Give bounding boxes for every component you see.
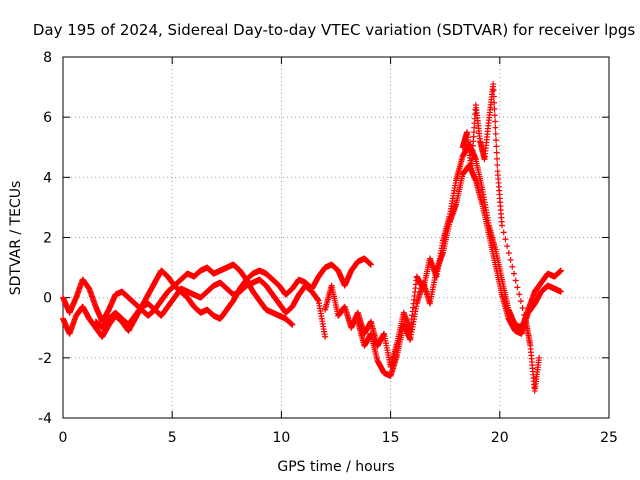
data-point-peak-spikes — [516, 291, 523, 298]
data-point-track-3 — [322, 333, 329, 340]
data-point-peak-spikes — [517, 298, 524, 305]
data-point-peak-spikes — [494, 162, 501, 169]
y-tick-label: -4 — [38, 411, 52, 427]
data-point-peak-spikes — [536, 354, 543, 361]
y-tick-label: 4 — [43, 170, 52, 186]
grid-lines — [63, 57, 609, 418]
data-point-peak-spikes — [491, 99, 498, 106]
x-tick-label: 10 — [272, 430, 290, 446]
data-point-peak-spikes — [502, 236, 509, 243]
y-tick-label: 8 — [43, 50, 52, 66]
data-point-peak-spikes — [512, 277, 519, 284]
chart-title: Day 195 of 2024, Sidereal Day-to-day VTE… — [33, 21, 636, 39]
data-point-peak-spikes — [490, 93, 497, 100]
y-tick-label: -2 — [38, 351, 52, 367]
data-point-peak-spikes — [491, 106, 498, 113]
data-point-peak-spikes — [492, 130, 499, 137]
data-point-track-2 — [367, 261, 374, 268]
data-point-peak-spikes — [498, 222, 505, 229]
data-point-peak-spikes — [519, 304, 526, 311]
data-point-peak-spikes — [490, 87, 497, 94]
y-axis-label: SDTVAR / TECUs — [8, 181, 24, 296]
y-tick-label: 2 — [43, 231, 52, 247]
data-point-track-1 — [289, 321, 296, 328]
data-point-track-4 — [557, 267, 564, 274]
data-point-peak-spikes — [492, 124, 499, 131]
x-tick-label: 25 — [600, 430, 618, 446]
data-point-peak-spikes — [504, 243, 511, 250]
data-point-peak-spikes — [510, 270, 517, 277]
data-point-peak-spikes — [490, 81, 497, 88]
data-point-peak-spikes — [507, 256, 514, 263]
y-tick-label: 6 — [43, 110, 52, 126]
x-tick-label: 0 — [59, 430, 68, 446]
data-point-peak-spikes — [491, 112, 498, 119]
data-point-peak-spikes — [521, 311, 528, 318]
data-point-peak-spikes — [493, 137, 500, 144]
x-tick-label: 5 — [168, 430, 177, 446]
data-point-peak-spikes — [493, 149, 500, 156]
data-point-track-5 — [557, 288, 564, 295]
data-point-peak-spikes — [493, 143, 500, 150]
y-tick-label: 0 — [43, 291, 52, 307]
x-tick-label: 20 — [491, 430, 509, 446]
data-point-peak-spikes — [500, 229, 507, 236]
data-point-peak-spikes — [505, 249, 512, 256]
data-point-peak-spikes — [514, 284, 521, 291]
data-point-peak-spikes — [492, 118, 499, 125]
data-point-peak-spikes — [509, 263, 516, 270]
data-points — [60, 81, 564, 394]
x-tick-label: 15 — [382, 430, 400, 446]
data-point-peak-spikes — [493, 155, 500, 162]
x-axis-label: GPS time / hours — [277, 459, 394, 475]
axis-ticks: 0 5 10 15 20 25 -4 -2 0 2 4 6 8 — [38, 50, 618, 446]
